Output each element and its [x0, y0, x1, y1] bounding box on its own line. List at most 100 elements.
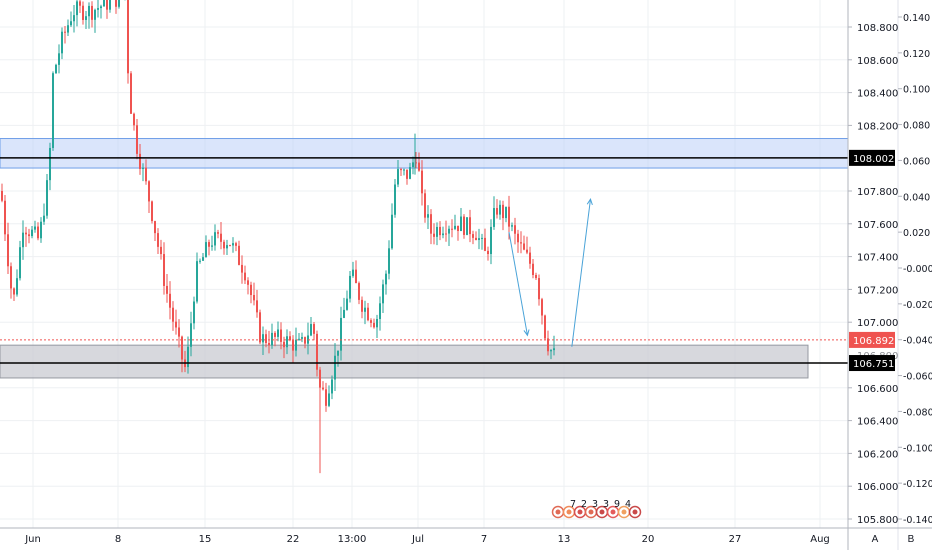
event-count: 3	[592, 499, 598, 510]
candle	[13, 287, 15, 302]
time-tick-label: Jul	[411, 534, 424, 545]
candle	[145, 159, 147, 185]
candle	[223, 239, 225, 255]
candle	[421, 160, 423, 206]
candle	[547, 330, 549, 356]
price-tick-label: 107.400	[857, 253, 898, 264]
candle	[376, 314, 378, 339]
candle	[49, 142, 51, 191]
candle	[163, 242, 165, 295]
candle	[247, 277, 249, 295]
event-flag-icon[interactable]	[584, 505, 598, 519]
candles	[1, 0, 555, 474]
price-tick-label: 108.800	[857, 23, 898, 34]
candle	[340, 306, 342, 361]
time-tick-label: 13:00	[338, 534, 367, 545]
candle	[226, 239, 228, 256]
secondary-tick-label: 0.020	[903, 228, 930, 239]
candle	[451, 219, 453, 238]
candle	[499, 200, 501, 220]
support-zone[interactable]	[0, 344, 809, 379]
time-tick-label: 13	[558, 534, 571, 545]
candle	[259, 309, 261, 345]
auto-scale-button[interactable]: A	[871, 534, 879, 545]
candle	[373, 318, 375, 329]
candle	[166, 274, 168, 303]
candle	[406, 169, 408, 185]
candle	[397, 159, 399, 188]
price-tick-label: 107.800	[857, 187, 898, 198]
candle	[214, 224, 216, 251]
secondary-axis[interactable]: 0.140 0.120 0.100 0.080 0.060 0.040 0.020 -0.00…	[898, 13, 932, 526]
candle	[346, 290, 348, 311]
candle	[46, 173, 48, 219]
candle	[472, 230, 474, 245]
candle	[301, 332, 303, 343]
candle	[103, 0, 105, 7]
candle	[67, 19, 69, 37]
candle	[97, 0, 99, 18]
candle	[481, 233, 483, 250]
event-count: 2	[581, 499, 587, 510]
candle	[490, 219, 492, 265]
candle	[514, 217, 516, 245]
event-flag-icon[interactable]	[628, 505, 642, 519]
candle	[238, 240, 240, 266]
chart-zones[interactable]	[0, 138, 849, 379]
candle	[196, 252, 198, 304]
candle	[106, 0, 108, 19]
candle	[487, 246, 489, 261]
candle	[7, 222, 9, 274]
candle	[361, 296, 363, 319]
candle	[430, 209, 432, 245]
candle	[79, 0, 81, 14]
candle	[94, 8, 96, 33]
candle	[64, 25, 66, 44]
price-tick-label: 108.400	[857, 89, 898, 100]
candle	[217, 229, 219, 239]
event-flag-icon[interactable]	[551, 505, 565, 519]
candle	[382, 279, 384, 314]
candle	[313, 321, 315, 341]
candle	[433, 223, 435, 245]
candle	[136, 119, 138, 160]
candle	[208, 239, 210, 256]
event-flag-icon[interactable]	[606, 505, 620, 519]
candle	[31, 225, 33, 239]
horizontal-lines[interactable]	[0, 157, 848, 364]
secondary-tick-label: -0.020	[903, 300, 932, 311]
candle	[463, 214, 465, 239]
projection-arrows[interactable]	[508, 198, 593, 347]
secondary-tick-label: -0.100	[903, 443, 932, 454]
down-projection[interactable]	[508, 231, 530, 337]
candle	[253, 282, 255, 306]
candle	[274, 331, 276, 347]
candle	[505, 206, 507, 223]
price-tick-label: 108.600	[857, 56, 898, 67]
candle	[76, 0, 78, 27]
resistance-zone[interactable]	[0, 138, 849, 169]
price-axis[interactable]: 108.800 108.600 108.400 108.200 107.800 107.6…	[848, 23, 898, 526]
time-axis[interactable]: Jun 8 15 22 13:00 Jul 7 13 20 27 Aug	[24, 534, 830, 545]
candle	[256, 289, 258, 318]
resistance-price-tag: 108.002	[849, 149, 895, 166]
secondary-tick-label: -0.120	[903, 479, 932, 490]
candle	[277, 321, 279, 342]
candle	[442, 226, 444, 239]
up-projection[interactable]	[571, 198, 593, 347]
candle	[154, 220, 156, 242]
candle	[220, 221, 222, 250]
candle	[193, 296, 195, 330]
candle	[328, 385, 330, 408]
candle	[427, 205, 429, 230]
event-flag-icon[interactable]	[573, 505, 587, 519]
candle	[22, 220, 24, 260]
candle	[391, 203, 393, 250]
candle	[538, 274, 540, 306]
time-tick-label: Aug	[810, 534, 830, 545]
log-scale-button[interactable]: B	[907, 534, 915, 545]
candle	[160, 239, 162, 260]
